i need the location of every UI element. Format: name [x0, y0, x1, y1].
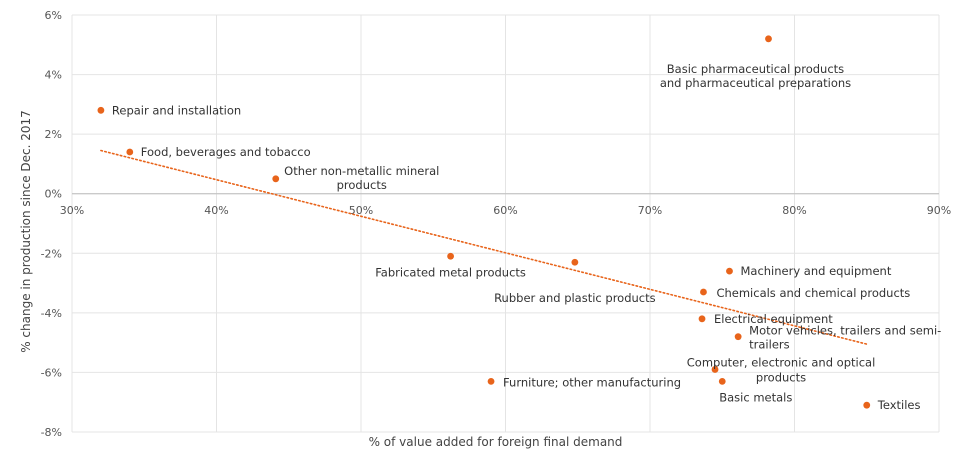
point-furniture-other-manufacturing — [487, 377, 495, 385]
point-basic-metals — [718, 377, 726, 385]
y-axis-label: % change in production since Dec. 2017 — [19, 110, 33, 353]
point-label-chemicals-and-chemical-products: Chemicals and chemical products — [716, 286, 910, 300]
point-labels-layer: Repair and installation Food, beverages a… — [112, 62, 941, 412]
y-tick-label: -2% — [41, 247, 62, 260]
point-other-non-metallic-mineral-products — [272, 175, 280, 183]
point-label-computer-electronic-and-optical-products: Computer, electronic and optical products — [687, 355, 876, 384]
points-layer — [97, 35, 871, 409]
point-motor-vehicles-trailers-and-semi-trailers — [734, 333, 742, 341]
y-tick-label: 4% — [45, 69, 62, 82]
x-tick-label: 80% — [782, 204, 806, 217]
y-tick-label: 6% — [45, 9, 62, 22]
point-label-basic-pharmaceutical-products-and-pharmaceutical-preparations: Basic pharmaceutical products and pharmac… — [660, 62, 851, 90]
trendline-layer — [100, 149, 868, 345]
y-tick-label: -4% — [41, 307, 62, 320]
point-textiles — [863, 401, 871, 409]
x-tick-label: 30% — [60, 204, 84, 217]
point-basic-pharmaceutical-products-and-pharmaceutical-preparations — [765, 35, 772, 43]
x-tick-label: 70% — [638, 204, 662, 217]
point-label-other-non-metallic-mineral-products: Other non-metallic mineral products — [284, 164, 439, 192]
x-tick-label: 50% — [349, 204, 373, 217]
trendline — [100, 149, 868, 345]
point-label-fabricated-metal-products: Fabricated metal products — [375, 265, 526, 279]
point-label-repair-and-installation: Repair and installation — [112, 103, 241, 117]
x-tick-label: 60% — [493, 204, 517, 217]
axes: 6% 4% 2% 0% -2% -4% -6% -8% 30% 40% 50% 60% 70% 80% 90… — [41, 9, 952, 439]
point-electrical-equipment — [698, 315, 706, 323]
point-label-furniture-other-manufacturing: Furniture; other manufacturing — [503, 375, 681, 389]
point-fabricated-metal-products — [447, 252, 454, 260]
point-label-textiles: Textiles — [877, 398, 921, 412]
point-label-electrical-equipment: Electrical equipment — [714, 312, 833, 326]
x-axis-label: % of value added for foreign final deman… — [369, 435, 623, 449]
point-food-beverages-and-tobacco — [126, 148, 134, 156]
point-label-machinery-and-equipment: Machinery and equipment — [740, 264, 891, 278]
x-tick-label: 90% — [927, 204, 951, 217]
point-computer-electronic-and-optical-products — [711, 366, 719, 373]
point-machinery-and-equipment — [726, 267, 733, 275]
point-label-motor-vehicles-trailers-and-semi-trailers: Motor vehicles, trailers and semi-traile… — [749, 324, 941, 352]
point-label-food-beverages-and-tobacco: Food, beverages and tobacco — [141, 145, 311, 159]
point-label-basic-metals: Basic metals — [719, 390, 792, 404]
point-chemicals-and-chemical-products — [700, 288, 707, 296]
y-tick-label: 2% — [45, 128, 62, 141]
y-tick-label: -8% — [41, 426, 62, 439]
point-rubber-and-plastic-products — [571, 258, 579, 266]
x-tick-label: 40% — [204, 204, 228, 217]
y-tick-label: -6% — [41, 366, 62, 379]
point-repair-and-installation — [97, 106, 105, 114]
point-label-rubber-and-plastic-products: Rubber and plastic products — [494, 291, 656, 305]
y-tick-label: 0% — [45, 188, 62, 201]
